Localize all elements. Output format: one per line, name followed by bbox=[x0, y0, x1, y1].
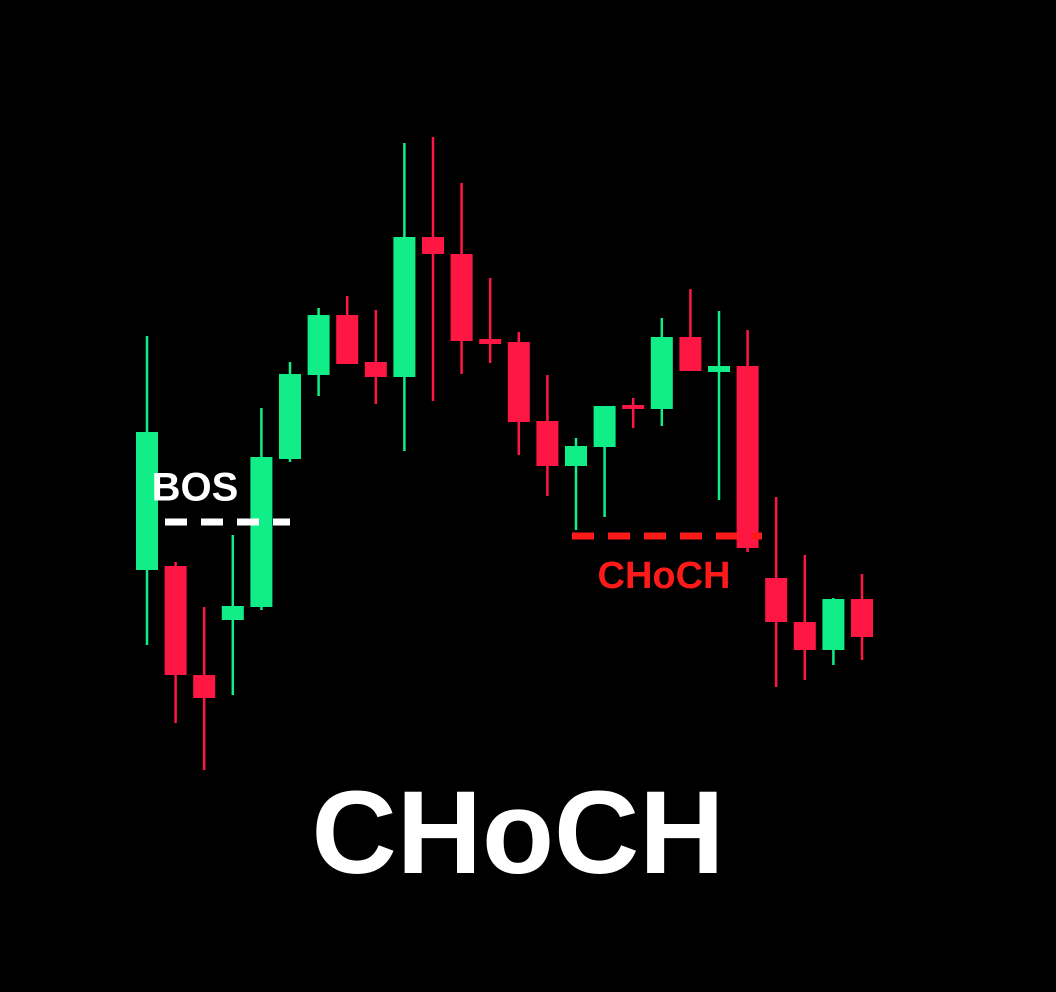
candle-body bbox=[565, 446, 587, 466]
candle-body bbox=[765, 578, 788, 622]
candle-body bbox=[250, 457, 273, 607]
candle-body bbox=[364, 362, 387, 377]
chart-title: CHoCH bbox=[312, 767, 725, 899]
candle-body bbox=[507, 342, 530, 422]
candle-body bbox=[536, 421, 559, 466]
candle-body bbox=[593, 406, 616, 447]
candle-body bbox=[136, 432, 158, 570]
candle-body bbox=[164, 566, 187, 675]
candle-body bbox=[622, 405, 645, 409]
candle-body bbox=[279, 374, 301, 459]
candle-body bbox=[822, 599, 845, 650]
level-label: CHoCH bbox=[598, 555, 731, 597]
candle-body bbox=[708, 366, 730, 372]
candle-body bbox=[450, 254, 473, 341]
candle-body bbox=[793, 622, 816, 650]
candle-body bbox=[650, 337, 673, 409]
candle-body bbox=[679, 337, 702, 371]
candle-body bbox=[393, 237, 416, 377]
candle-body bbox=[851, 599, 873, 637]
candle-body bbox=[422, 237, 444, 254]
candle-body bbox=[307, 315, 330, 375]
candle-body bbox=[193, 675, 216, 698]
level-label: BOS bbox=[152, 466, 239, 510]
candle-body bbox=[479, 339, 502, 344]
candle-body bbox=[736, 366, 759, 548]
candle-body bbox=[221, 606, 244, 620]
candle-body bbox=[336, 315, 359, 364]
